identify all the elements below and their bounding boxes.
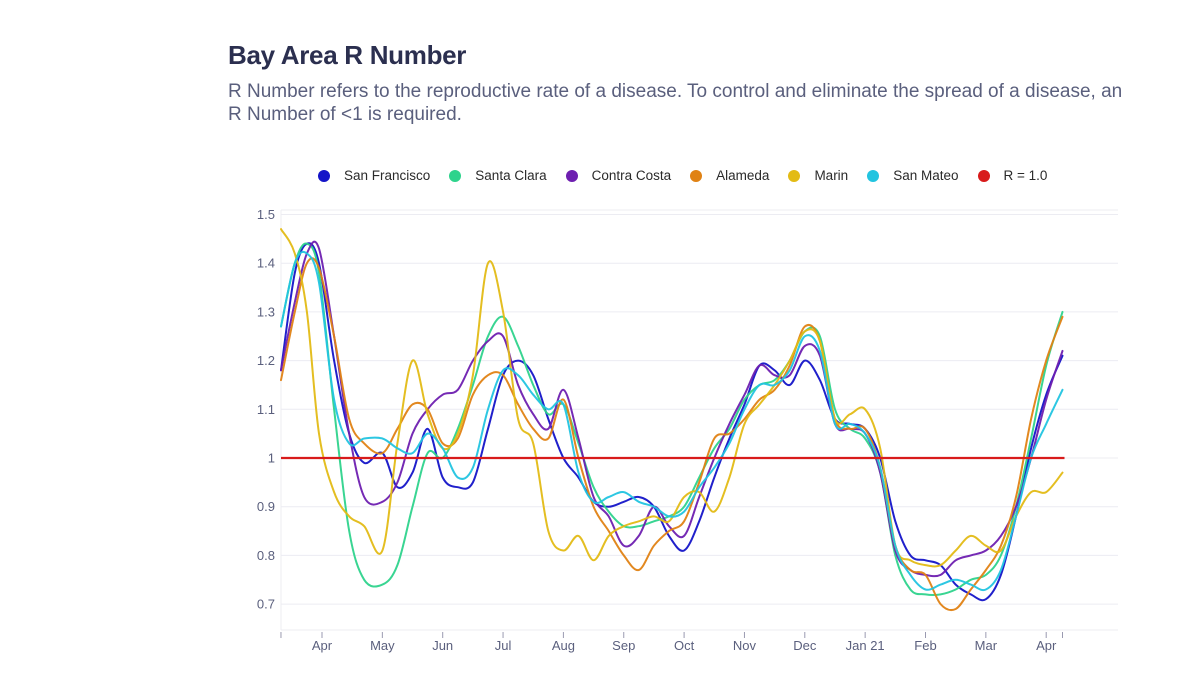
- x-tick-label: Oct: [674, 638, 695, 653]
- y-tick-label: 1.2: [257, 353, 275, 368]
- series-line-contra-costa[interactable]: [280, 240, 1064, 578]
- x-tick-label: Dec: [793, 638, 817, 653]
- y-tick-label: 0.8: [257, 548, 275, 563]
- axes: 0.7 0.8 0.9 1 1.1 1.2 1.3 1.4 1.5 Apr May Jun Jul Aug…: [257, 207, 1118, 653]
- y-tick-label: 1.5: [257, 207, 275, 222]
- series-line-santa-clara[interactable]: [280, 242, 1064, 596]
- y-tick-label: 1.4: [257, 256, 275, 271]
- legend-label: Marin: [814, 168, 849, 183]
- x-tick-label: Aug: [552, 638, 575, 653]
- legend-marker-icon: [977, 169, 990, 182]
- legend-label: San Francisco: [344, 168, 431, 183]
- series-line-san-francisco[interactable]: [280, 242, 1064, 602]
- series-line-san-mateo[interactable]: [280, 250, 1064, 592]
- legend-item-alameda[interactable]: Alameda: [690, 168, 769, 183]
- x-tick-label: Feb: [914, 638, 936, 653]
- legend-marker-icon: [788, 169, 801, 182]
- legend-marker-icon: [867, 169, 880, 182]
- y-tick-label: 1.1: [257, 402, 275, 417]
- y-tick-label: 0.9: [257, 499, 275, 514]
- legend-marker-icon: [690, 169, 703, 182]
- x-tick-label: Mar: [975, 638, 998, 653]
- x-tick-label: Jan 21: [846, 638, 885, 653]
- x-tick-label: Jul: [495, 638, 512, 653]
- x-tick-label: Jun: [432, 638, 453, 653]
- legend-label: Alameda: [716, 168, 770, 183]
- x-tick-label: May: [370, 638, 395, 653]
- legend-item-san-mateo[interactable]: San Mateo: [867, 168, 959, 183]
- legend-marker-icon: [565, 169, 578, 182]
- series-line-marin[interactable]: [280, 228, 1064, 568]
- x-tick-label: Sep: [612, 638, 635, 653]
- legend-item-contra-costa[interactable]: Contra Costa: [565, 168, 672, 183]
- y-tick-label: 0.7: [257, 597, 275, 612]
- x-tick-label: Apr: [1036, 638, 1057, 653]
- legend-label: Contra Costa: [591, 168, 672, 183]
- legend-label: San Mateo: [893, 168, 959, 183]
- legend-item-santa-clara[interactable]: Santa Clara: [449, 168, 547, 183]
- legend-item-r-1-0[interactable]: R = 1.0: [977, 168, 1048, 183]
- x-tick-label: Nov: [733, 638, 757, 653]
- x-tick-label: Apr: [312, 638, 333, 653]
- chart-legend: San Francisco Santa Clara Contra Costa Alam…: [318, 168, 1066, 183]
- page-title: Bay Area R Number: [228, 40, 467, 70]
- y-tick-label: 1: [268, 451, 275, 466]
- legend-marker-icon: [449, 169, 462, 182]
- page-subtitle: R Number refers to the reproductive rate…: [228, 81, 1123, 125]
- legend-label: Santa Clara: [475, 168, 547, 183]
- grid-lines: [280, 209, 1118, 630]
- y-tick-label: 1.3: [257, 304, 275, 319]
- legend-label: R = 1.0: [1003, 168, 1048, 183]
- legend-item-marin[interactable]: Marin: [788, 168, 848, 183]
- series-line-alameda[interactable]: [280, 257, 1064, 612]
- legend-marker-icon: [318, 169, 330, 182]
- series-lines: [280, 228, 1065, 612]
- legend-item-san-francisco[interactable]: San Francisco: [318, 168, 430, 183]
